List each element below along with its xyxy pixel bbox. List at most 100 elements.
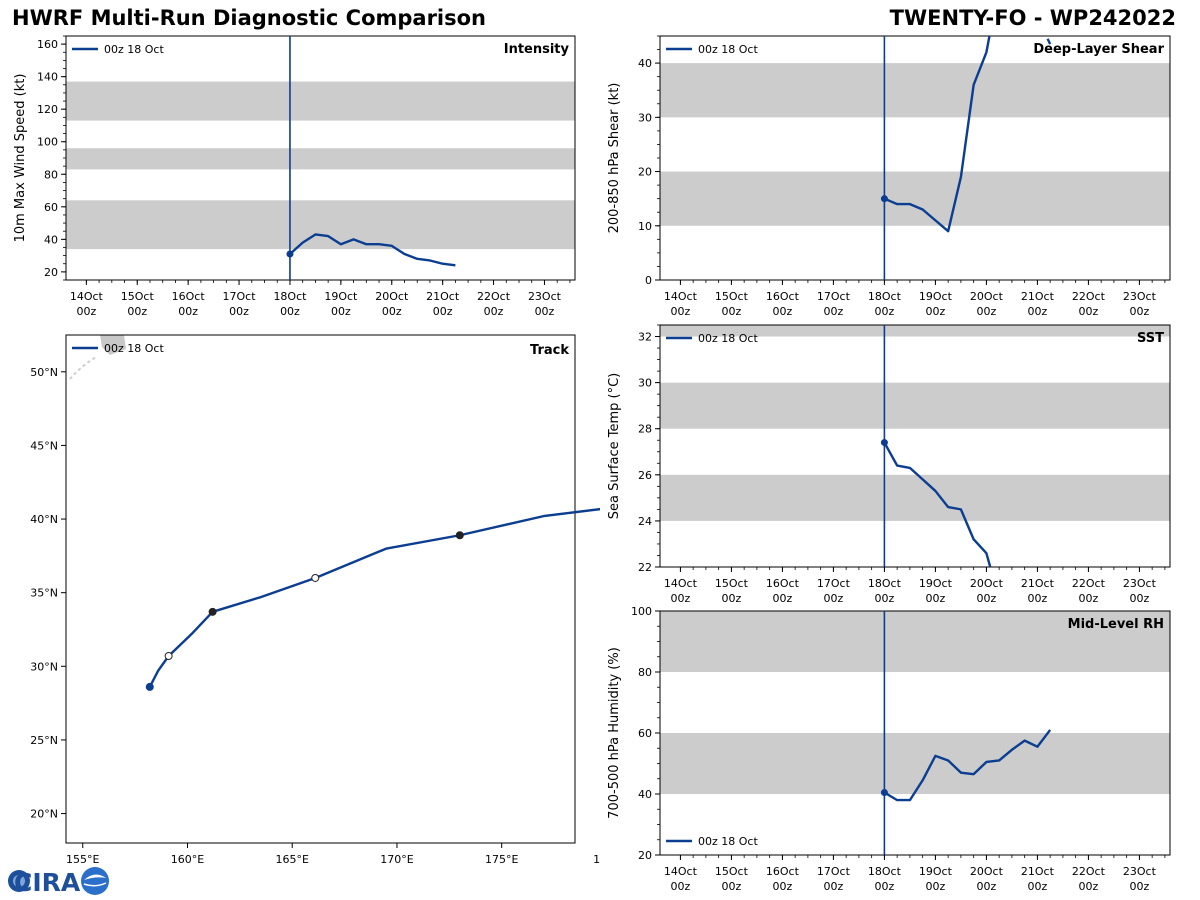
x-tick-sublabel: 00z [977, 880, 997, 893]
x-tick-sublabel: 00z [127, 305, 147, 318]
y-tick-label: 22 [638, 561, 652, 574]
y-tick-label: 30 [638, 111, 652, 124]
y-tick-label: 80 [638, 666, 652, 679]
x-tick-sublabel: 00z [773, 592, 793, 605]
track-init-marker [145, 682, 154, 691]
y-tick-label: 40 [638, 788, 652, 801]
x-tick-label: 16Oct [766, 577, 800, 590]
x-tick-sublabel: 00z [722, 592, 742, 605]
lon-tick-label: 175°E [485, 853, 518, 866]
x-tick-sublabel: 00z [1028, 592, 1048, 605]
x-tick-sublabel: 00z [484, 305, 504, 318]
legend-label: 00z 18 Oct [104, 43, 164, 56]
legend-label: 00z 18 Oct [698, 332, 758, 345]
x-tick-label: 23Oct [1123, 290, 1157, 303]
panel-title: Deep-Layer Shear [1033, 42, 1164, 57]
x-tick-sublabel: 00z [824, 880, 844, 893]
x-tick-label: 21Oct [426, 290, 460, 303]
panel-title: SST [1137, 331, 1164, 346]
y-tick-label: 60 [44, 201, 58, 214]
x-tick-label: 15Oct [715, 577, 749, 590]
sst-panel: 22 24 26 28 30 32 14Oct 00z 15Oct 00z 16Oct 00z 17Oc… [607, 324, 1171, 605]
x-tick-label: 19Oct [919, 865, 953, 878]
x-tick-label: 15Oct [121, 290, 155, 303]
lon-tick-label: 160°E [171, 853, 204, 866]
x-tick-label: 14Oct [70, 290, 104, 303]
x-tick-label: 20Oct [970, 865, 1004, 878]
island-chain [69, 356, 97, 380]
y-axis-label: 200-850 hPa Shear (kt) [607, 83, 622, 234]
x-tick-sublabel: 00z [875, 880, 895, 893]
threshold-band [66, 148, 575, 170]
x-tick-sublabel: 00z [1079, 880, 1099, 893]
x-tick-label: 14Oct [664, 577, 698, 590]
x-tick-label: 17Oct [817, 290, 851, 303]
x-tick-label: 15Oct [715, 865, 749, 878]
x-tick-label: 16Oct [172, 290, 206, 303]
x-tick-label: 23Oct [528, 290, 562, 303]
threshold-band [660, 611, 1170, 672]
series-line [883, 441, 992, 567]
track-marker-open [311, 573, 320, 582]
track-panel: 20°N 25°N 30°N 35°N 40°N 45°N 50°N 155°E 160°E 16… [30, 334, 600, 866]
y-tick-label: 80 [44, 168, 58, 181]
threshold-band [660, 733, 1170, 794]
legend-label: 00z 18 Oct [698, 43, 758, 56]
x-tick-sublabel: 00z [1028, 880, 1048, 893]
x-tick-label: 14Oct [664, 865, 698, 878]
x-tick-label: 19Oct [324, 290, 358, 303]
lon-tick-label: 155°E [66, 853, 99, 866]
x-tick-label: 22Oct [477, 290, 511, 303]
x-tick-label: 20Oct [375, 290, 409, 303]
x-tick-sublabel: 00z [824, 592, 844, 605]
x-tick-label: 18Oct [868, 290, 902, 303]
x-tick-sublabel: 00z [331, 305, 351, 318]
cira-logo: CIRA [8, 867, 109, 897]
x-tick-sublabel: 00z [773, 305, 793, 318]
series-line [883, 729, 1052, 802]
rh-panel: 20 40 60 80 100 14Oct 00z 15Oct 00z 16Oct 00z 17Oct… [607, 605, 1171, 893]
track-line [148, 507, 600, 688]
threshold-band [66, 200, 575, 250]
threshold-band [66, 81, 575, 121]
panel-title: Mid-Level RH [1068, 617, 1164, 632]
x-tick-sublabel: 00z [535, 305, 555, 318]
shear-panel: 0 10 20 30 40 14Oct 00z 15Oct 00z 16Oct 00z 17Oct 00… [607, 35, 1171, 318]
series-line-segment [1046, 38, 1052, 45]
y-tick-label: 30 [638, 377, 652, 390]
y-tick-label: 10 [638, 220, 652, 233]
x-tick-label: 18Oct [868, 865, 902, 878]
x-tick-sublabel: 00z [1130, 880, 1150, 893]
x-tick-sublabel: 00z [926, 305, 946, 318]
lat-tick-label: 30°N [30, 660, 58, 673]
x-tick-sublabel: 00z [773, 880, 793, 893]
y-axis-label: Sea Surface Temp (°C) [607, 373, 622, 520]
y-tick-label: 40 [638, 57, 652, 70]
x-tick-label: 16Oct [766, 290, 800, 303]
x-tick-label: 17Oct [817, 865, 851, 878]
x-tick-sublabel: 00z [977, 305, 997, 318]
x-tick-label: 19Oct [919, 290, 953, 303]
x-tick-label: 23Oct [1123, 865, 1157, 878]
y-tick-label: 20 [638, 166, 652, 179]
plot-frame [659, 324, 1171, 568]
x-tick-label: 14Oct [664, 290, 698, 303]
lat-tick-label: 25°N [30, 734, 58, 747]
y-tick-label: 20 [638, 849, 652, 862]
track-marker-closed [208, 607, 217, 616]
y-tick-label: 100 [631, 605, 652, 618]
x-tick-label: 15Oct [715, 290, 749, 303]
track-marker-closed [455, 531, 464, 540]
legend-label: 00z 18 Oct [104, 342, 164, 355]
x-tick-label: 23Oct [1123, 577, 1157, 590]
x-tick-sublabel: 00z [671, 880, 691, 893]
lon-tick-label: 170°E [380, 853, 413, 866]
x-tick-sublabel: 00z [1079, 305, 1099, 318]
y-tick-label: 26 [638, 469, 652, 482]
land-shape [100, 335, 126, 355]
x-tick-label: 20Oct [970, 290, 1004, 303]
intensity-panel: 20 40 60 80 100 120 140 160 14Oct 00z 15Oct 00z 16Oc… [13, 35, 576, 318]
x-tick-sublabel: 00z [280, 305, 300, 318]
init-point [880, 788, 888, 796]
x-tick-label: 21Oct [1021, 577, 1055, 590]
